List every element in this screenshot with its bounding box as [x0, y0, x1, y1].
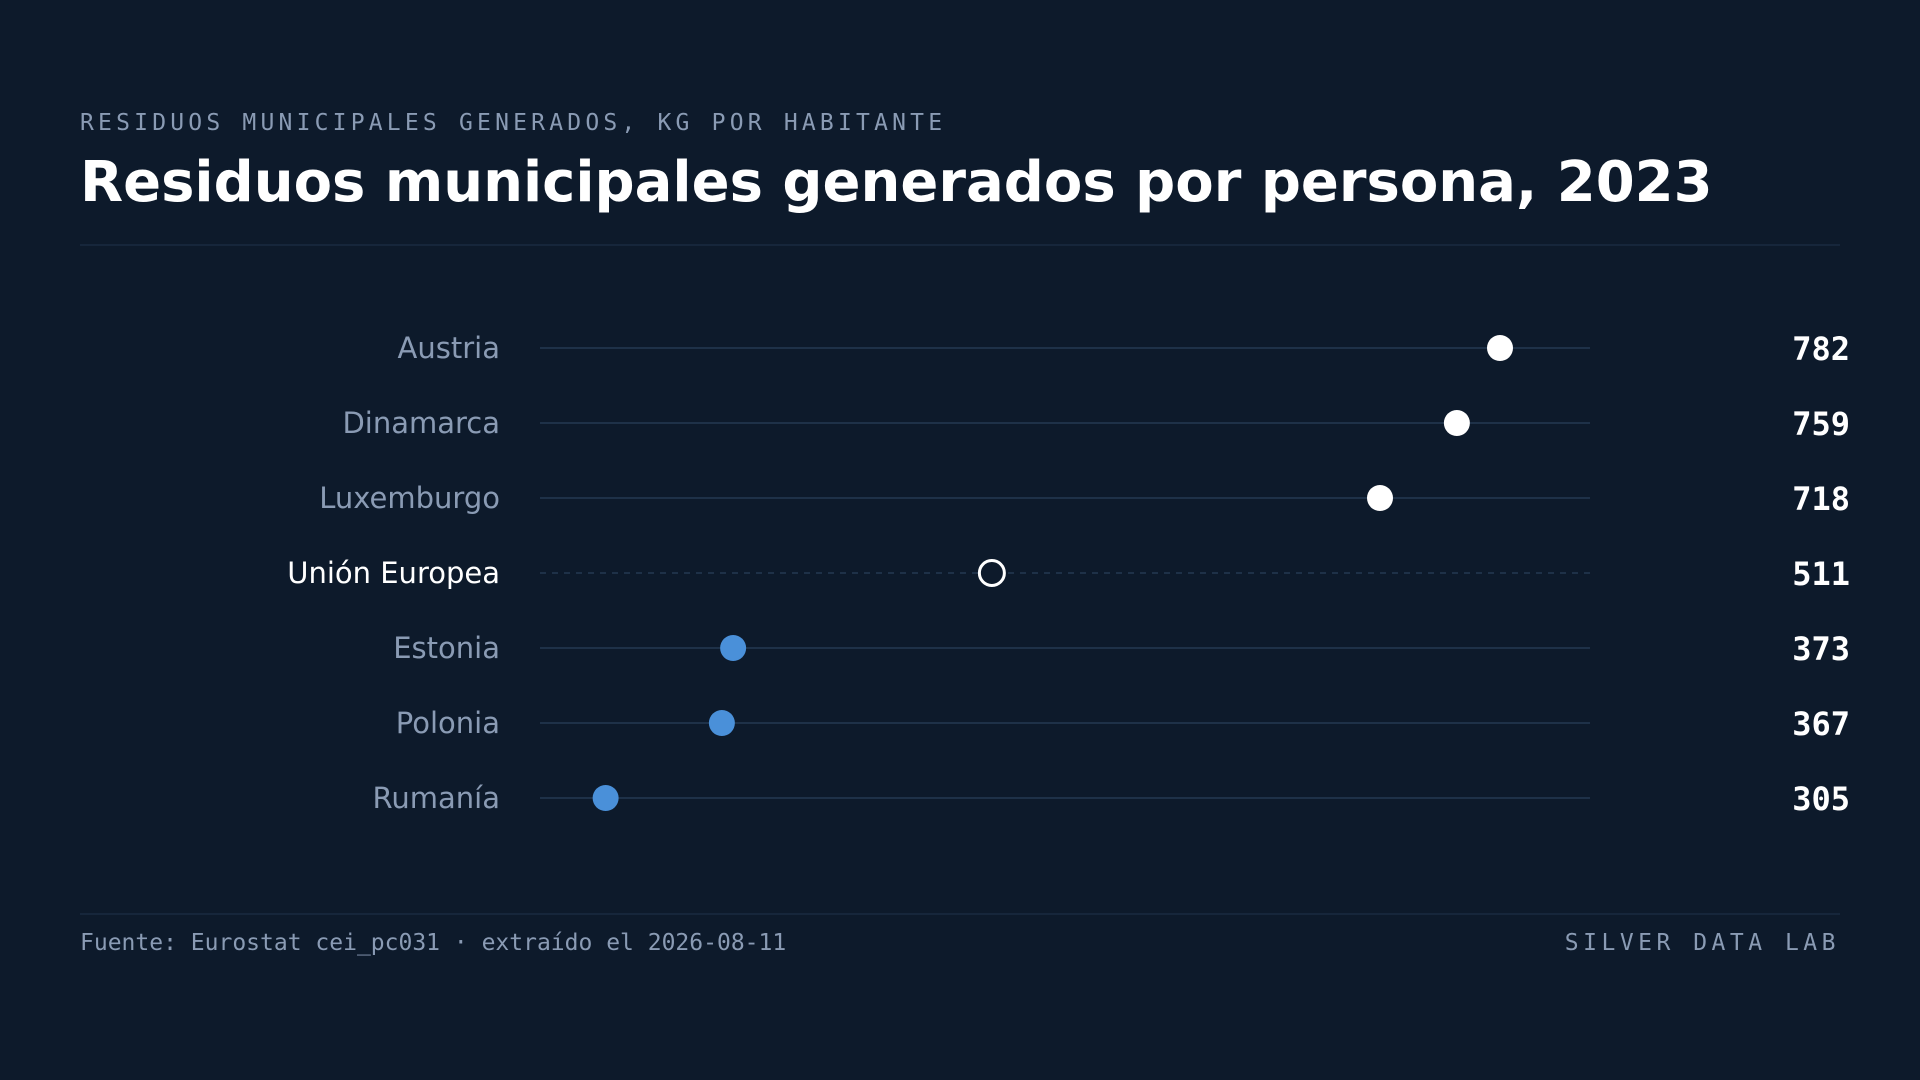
header-divider	[80, 244, 1840, 246]
value-label-austria: 782	[1792, 330, 1850, 368]
value-label-polonia: 367	[1792, 705, 1850, 743]
value-label-luxemburgo: 718	[1792, 480, 1850, 518]
dot-rumania	[592, 785, 619, 811]
footer-divider	[80, 913, 1840, 915]
dot-polonia	[708, 710, 735, 736]
category-label-dinamarca: Dinamarca	[342, 406, 500, 440]
dot-dinamarca	[1443, 410, 1470, 436]
category-label-luxemburgo: Luxemburgo	[319, 481, 500, 515]
value-label-dinamarca: 759	[1792, 405, 1850, 443]
source-note: Fuente: Eurostat cei_pc031 · extraído el…	[80, 930, 787, 956]
dot-luxemburgo	[1367, 485, 1393, 511]
value-label-union-europea: 511	[1792, 555, 1850, 593]
category-label-estonia: Estonia	[393, 631, 500, 665]
category-label-union-europea: Unión Europea	[287, 556, 500, 590]
category-label-austria: Austria	[398, 331, 500, 365]
chart-title: Residuos municipales generados por perso…	[80, 150, 1713, 215]
brand-label: SILVER DATA LAB	[1564, 930, 1840, 956]
dot-austria	[1487, 335, 1513, 361]
chart-kicker: RESIDUOS MUNICIPALES GENERADOS, KG POR H…	[80, 110, 947, 136]
dot-estonia	[720, 635, 747, 661]
category-label-polonia: Polonia	[396, 706, 500, 740]
dot-union-europea	[977, 559, 1006, 587]
value-label-estonia: 373	[1792, 630, 1850, 668]
category-label-rumania: Rumanía	[373, 781, 500, 815]
value-label-rumania: 305	[1792, 780, 1850, 818]
